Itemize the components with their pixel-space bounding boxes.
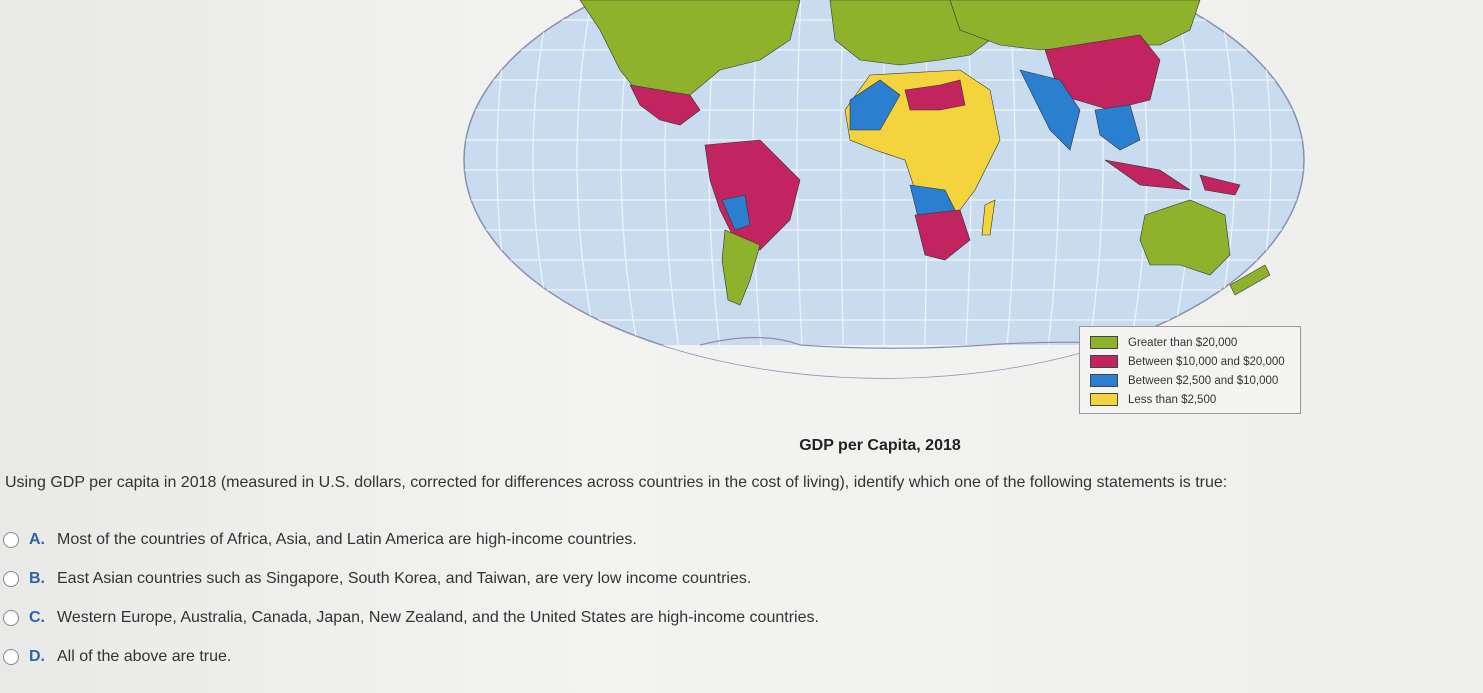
question: Using GDP per capita in 2018 (measured i… [5,474,1228,491]
legend-entry: Less than $2,500 [1090,390,1300,409]
option-letter: A. [29,530,45,548]
option-text: All of the above are true. [57,647,232,665]
option-text: Most of the countries of Africa, Asia, a… [57,530,637,548]
legend-label: Less than $2,500 [1128,393,1217,406]
legend-label: Between $10,000 and $20,000 [1128,355,1285,368]
answer-option[interactable]: A. Most of the countries of Africa, Asia,… [3,520,819,559]
legend-swatch [1090,355,1118,368]
answer-option[interactable]: C. Western Europe, Australia, Canada, Jap… [3,598,819,637]
legend-entry: Between $2,500 and $10,000 [1090,371,1300,390]
option-text: East Asian countries such as Singapore, … [57,569,752,587]
radio-button[interactable] [3,531,19,548]
legend-entry: Greater than $20,000 [1090,333,1300,352]
legend-label: Greater than $20,000 [1128,336,1238,349]
options: A. Most of the countries of Africa, Asia,… [3,520,819,676]
map-title: GDP per Capita, 2018 [799,437,961,454]
radio-button[interactable] [3,648,19,665]
radio-button[interactable] [3,570,19,587]
legend-swatch [1090,336,1118,349]
option-letter: C. [29,608,45,626]
legend-swatch [1090,374,1118,387]
option-letter: B. [29,569,45,587]
map-legend: Greater than $20,000 Between $10,000 and … [1079,326,1301,414]
legend-entry: Between $10,000 and $20,000 [1090,352,1300,371]
answer-option[interactable]: B. East Asian countries such as Singapore… [3,559,819,598]
option-text: Western Europe, Australia, Canada, Japan… [57,608,819,626]
legend-swatch [1090,393,1118,406]
answer-option[interactable]: D. All of the above are true. [3,637,819,676]
radio-button[interactable] [3,609,19,626]
option-letter: D. [29,647,45,665]
legend-label: Between $2,500 and $10,000 [1128,374,1279,387]
